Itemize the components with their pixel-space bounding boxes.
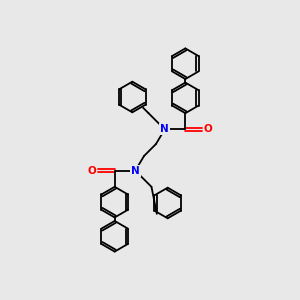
Text: N: N bbox=[160, 124, 169, 134]
Text: N: N bbox=[131, 166, 140, 176]
Text: O: O bbox=[204, 124, 212, 134]
Text: O: O bbox=[88, 166, 96, 176]
